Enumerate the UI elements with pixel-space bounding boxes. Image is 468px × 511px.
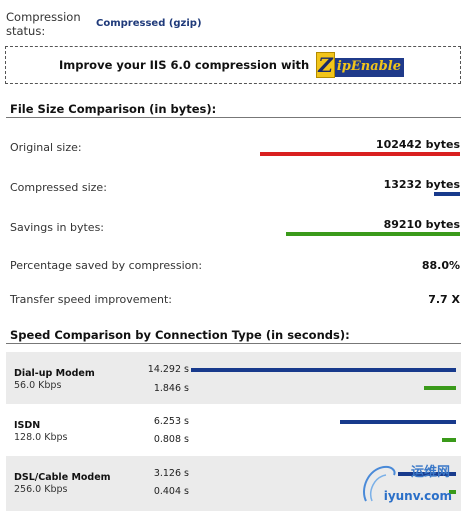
percentage-saved-label: Percentage saved by compression: (10, 259, 203, 272)
original-time-bar (191, 368, 456, 372)
original-size-bar (260, 152, 460, 156)
connection-speed: 56.0 Kbps (14, 380, 62, 391)
compressed-size-label: Compressed size: (10, 181, 107, 194)
compressed-size-bar (434, 192, 460, 196)
connection-speed: 128.0 Kbps (14, 432, 68, 443)
zipenable-logo-z: Z (316, 52, 335, 78)
compressed-time-bar (424, 386, 456, 390)
connection-speed: 256.0 Kbps (14, 484, 68, 495)
connection-name: ISDN (14, 420, 41, 431)
original-time: 6.253 s (153, 416, 189, 427)
original-time-bar (398, 472, 456, 476)
compressed-time: 0.404 s (153, 486, 189, 497)
promo-text: Improve your IIS 6.0 compression with (59, 58, 310, 72)
percentage-saved-value: 88.0% (421, 259, 460, 272)
transfer-speed-value: 7.7 X (428, 293, 460, 306)
transfer-speed-label: Transfer speed improvement: (10, 293, 172, 306)
original-time: 3.126 s (153, 468, 189, 479)
original-size-label: Original size: (10, 141, 82, 154)
original-time: 14.292 s (147, 364, 189, 375)
connection-name: DSL/Cable Modem (14, 472, 111, 483)
original-size-value: 102442 bytes (375, 138, 460, 151)
zipenable-logo-rest: ipEnable (334, 58, 404, 77)
compressed-time: 1.846 s (153, 383, 189, 394)
watermark-swirl-icon (363, 465, 396, 502)
watermark: 运维网 iyunv.com (358, 461, 458, 505)
speed-section-title: Speed Comparison by Connection Type (in … (10, 328, 350, 342)
section-divider (6, 117, 461, 118)
watermark-url: iyunv.com (383, 489, 452, 503)
connection-name: Dial-up Modem (14, 368, 95, 379)
savings-value: 89210 bytes (383, 218, 460, 231)
compression-status-label: Compression status: (6, 10, 81, 38)
section-divider (6, 343, 461, 344)
connection-row-dialup: Dial-up Modem 56.0 Kbps 14.292 s 1.846 s (6, 352, 461, 404)
savings-bar (286, 232, 460, 236)
original-time-bar (340, 420, 456, 424)
file-size-section-title: File Size Comparison (in bytes): (10, 102, 217, 116)
compressed-time-bar (449, 490, 456, 494)
compression-status-value: Compressed (gzip) (96, 18, 202, 29)
compressed-time-bar (442, 438, 456, 442)
compressed-size-value: 13232 bytes (383, 178, 460, 191)
watermark-cn: 运维网 (410, 465, 450, 480)
savings-label: Savings in bytes: (10, 221, 105, 234)
connection-row-isdn: ISDN 128.0 Kbps 6.253 s 0.808 s (6, 404, 461, 456)
compressed-time: 0.808 s (153, 434, 189, 445)
connection-row-dsl: DSL/Cable Modem 256.0 Kbps 3.126 s 0.404… (6, 456, 461, 511)
